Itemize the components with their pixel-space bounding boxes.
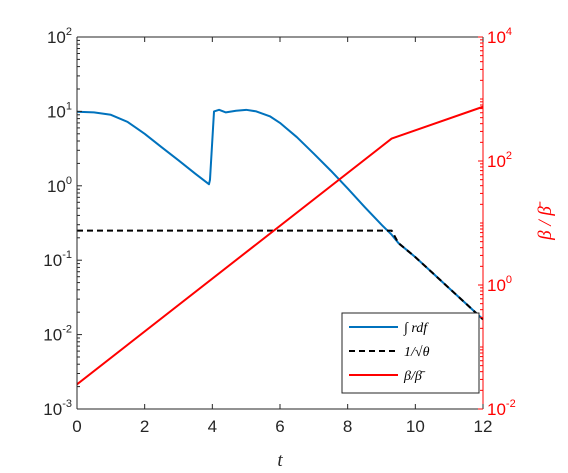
x-tick-label: 6	[275, 417, 284, 436]
x-tick-label: 12	[474, 417, 493, 436]
series-line-3	[76, 105, 484, 386]
legend-label-3: β/β̄	[403, 369, 426, 384]
y-left-tick-label: 100	[47, 175, 72, 196]
legend-label-1: ∫ rdf	[403, 321, 429, 336]
series-layer	[76, 105, 484, 386]
y-left-tick-label: 10-3	[43, 398, 72, 419]
y-left-tick-label: 101	[47, 100, 72, 121]
x-tick-label: 8	[343, 417, 352, 436]
x-tick-label: 2	[140, 417, 149, 436]
y-right-tick-label: 100	[487, 274, 512, 295]
y-right-tick-label: 104	[487, 26, 512, 47]
y-left-tick-label: 10-2	[43, 324, 72, 345]
right-axis-label: β / β̄	[535, 201, 556, 241]
x-tick-label: 4	[208, 417, 217, 436]
x-tick-label: 0	[72, 417, 81, 436]
x-axis-label: t	[277, 450, 283, 471]
y-right-tick-label: 10-2	[487, 398, 516, 419]
series-line-2	[77, 229, 484, 321]
y-left-tick-label: 10-1	[43, 249, 72, 270]
legend: ∫ rdf 1/√θ β/β̄	[341, 312, 480, 394]
ticks-layer: 0 2 4 6 8 10 12 102 101 100 10-1 10-2 10-3 104 102 100 1…	[43, 26, 515, 436]
x-tick-label: 10	[406, 417, 425, 436]
y-right-tick-label: 102	[487, 150, 512, 171]
y-left-tick-label: 102	[47, 26, 72, 47]
series-line-1	[76, 108, 484, 321]
legend-label-2: 1/√θ	[404, 345, 430, 360]
